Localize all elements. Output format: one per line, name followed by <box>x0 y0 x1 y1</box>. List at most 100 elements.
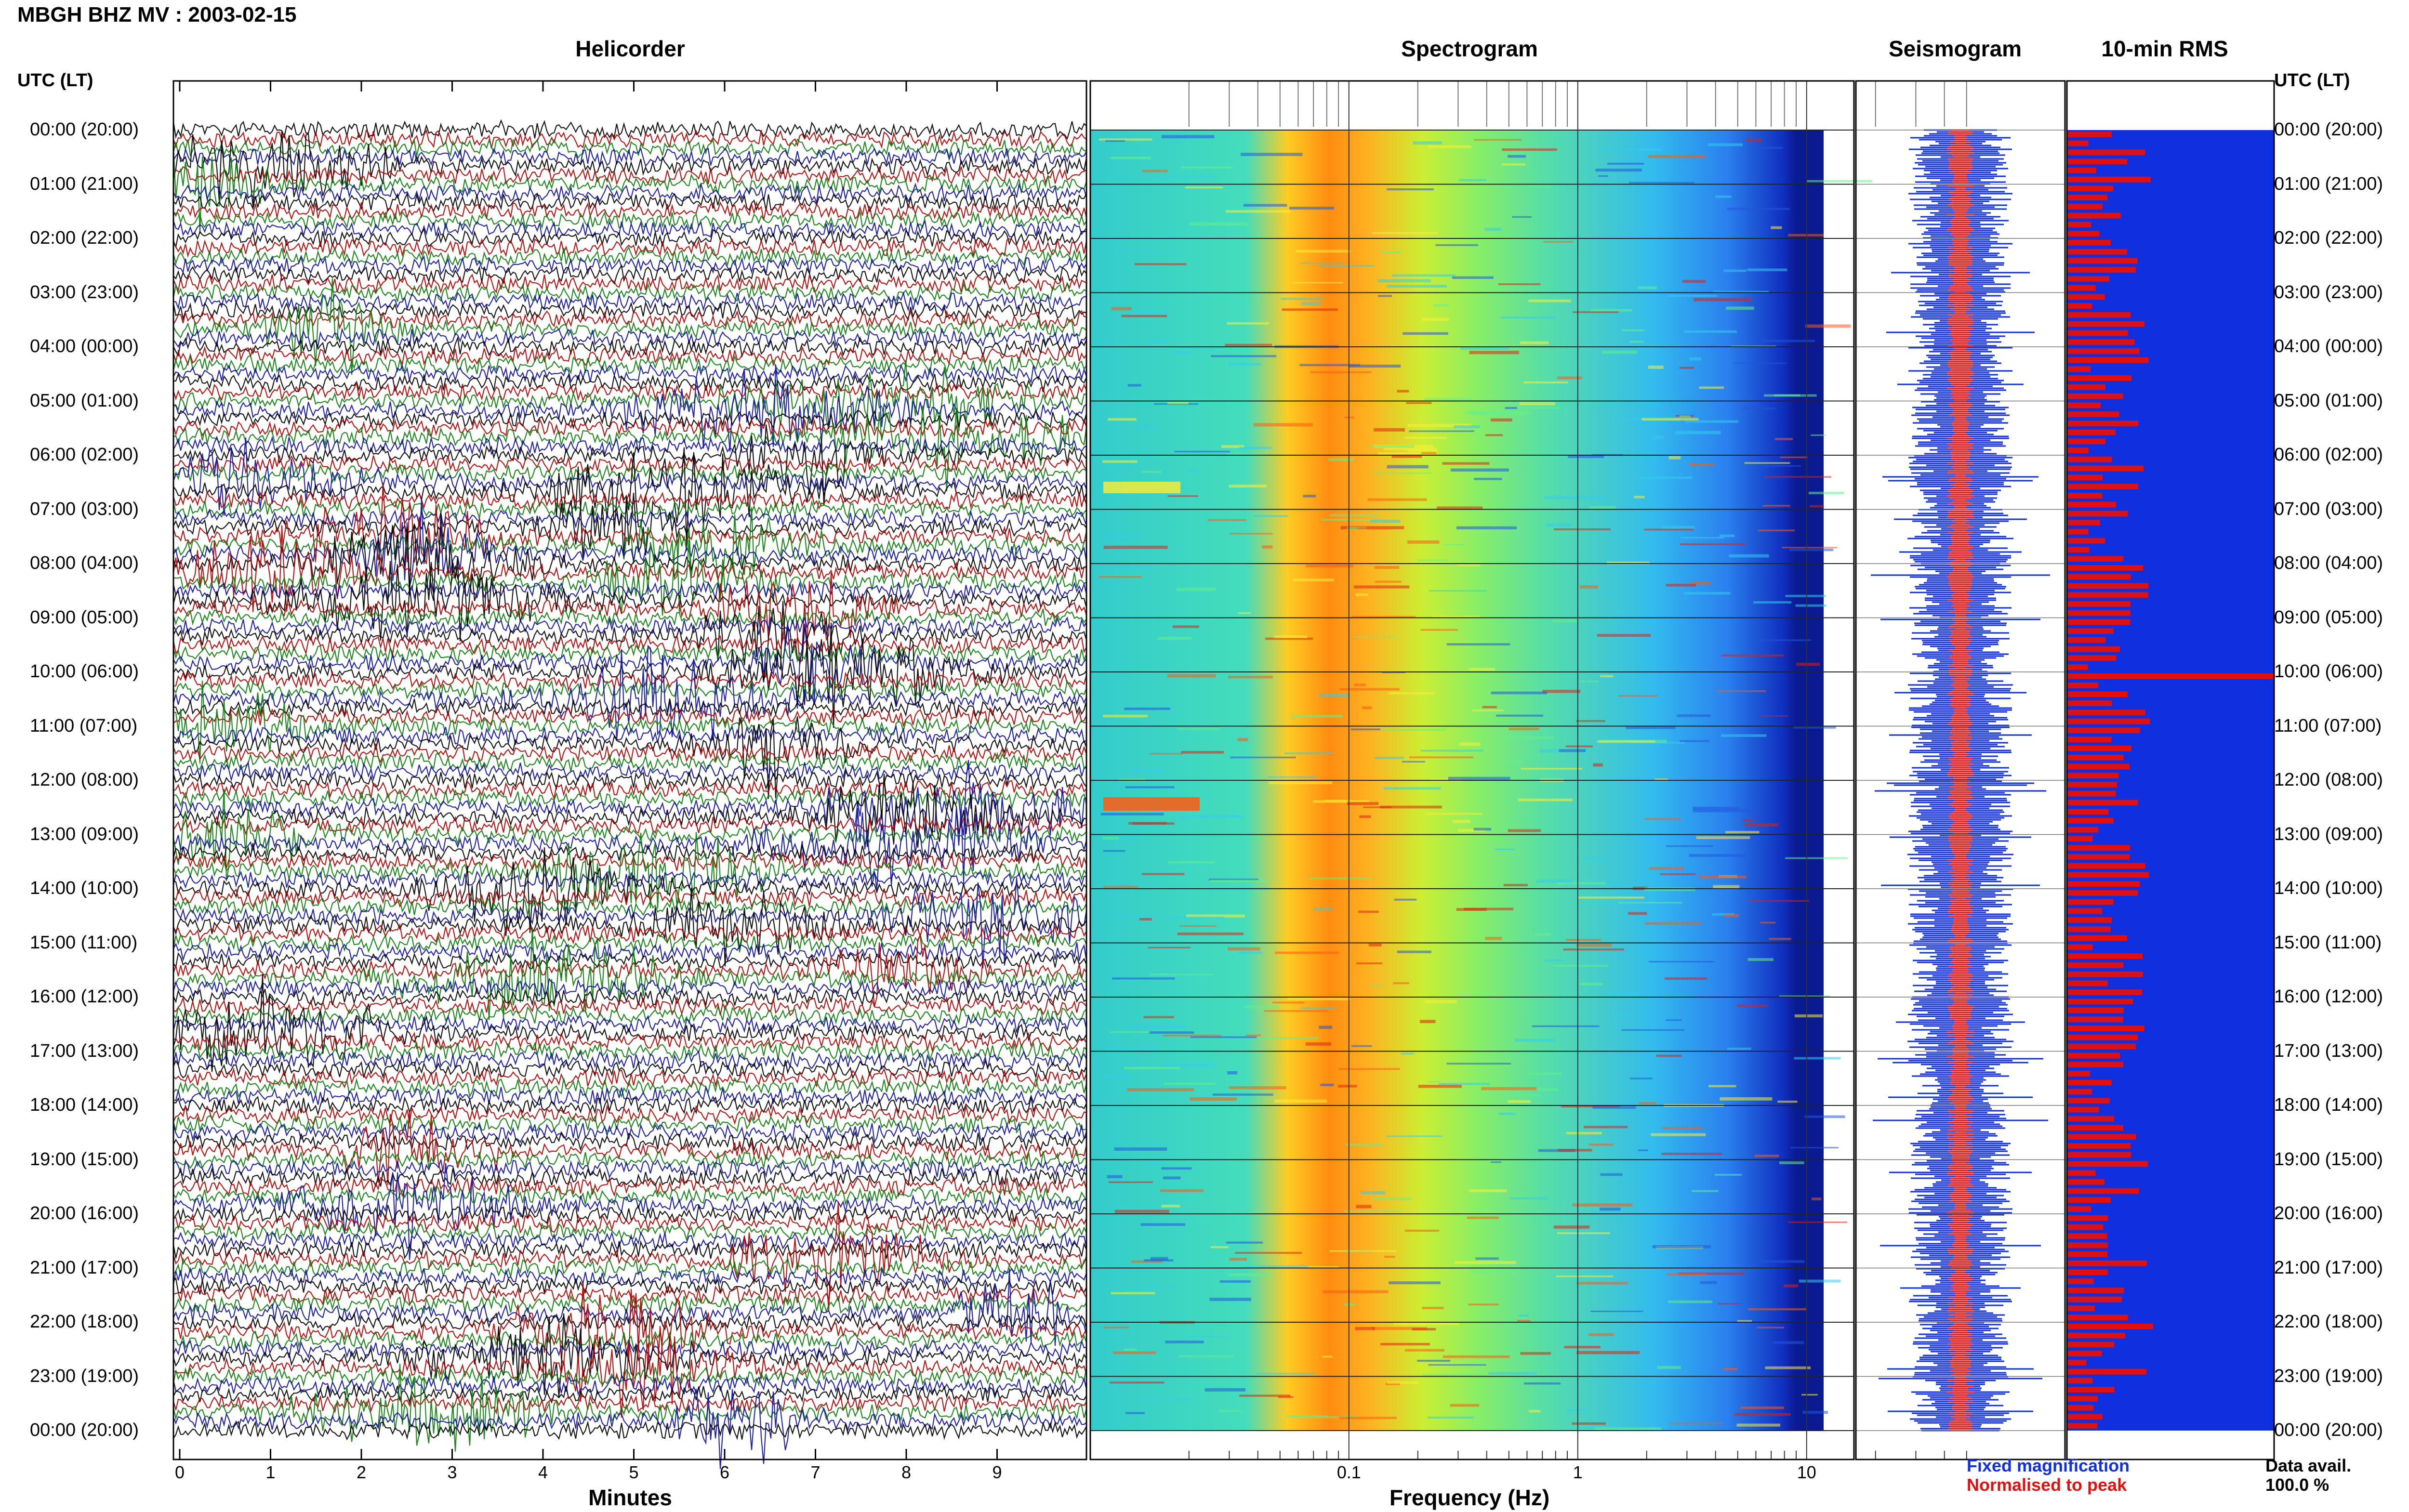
spectrogram-streak <box>1227 322 1270 325</box>
spectrogram-streak <box>1690 581 1710 585</box>
helicorder-trace <box>172 724 1087 746</box>
spectrogram-streak <box>1514 1039 1555 1042</box>
spectrogram-streak <box>1167 674 1216 678</box>
spectrogram-streak <box>1759 715 1788 717</box>
spectrogram-streak <box>1661 526 1695 529</box>
helicorder-trace <box>172 1111 1087 1185</box>
spectrogram-streak <box>1228 675 1273 679</box>
helicorder-tick-label: 2 <box>356 1462 367 1482</box>
hour-label-right: 16:00 (12:00) <box>2274 986 2383 1007</box>
spectrogram-streak <box>1446 643 1510 646</box>
spectrogram-streak <box>1760 921 1776 924</box>
rms-bar <box>2067 411 2119 417</box>
helicorder-trace <box>172 424 1087 506</box>
rms-bar <box>2067 881 2140 887</box>
rms-bar <box>2067 321 2144 327</box>
spectrogram-streak <box>1677 714 1711 717</box>
helicorder-trace <box>172 360 1087 434</box>
rms-bar <box>2067 1224 2104 1230</box>
spectrogram-streak <box>1180 815 1244 818</box>
spectrogram-streak <box>1498 1112 1516 1115</box>
spectrogram-streak <box>1355 593 1369 596</box>
spectrogram-streak <box>1218 1410 1242 1412</box>
hour-label-right: 09:00 (05:00) <box>2274 607 2383 628</box>
spectrogram-streak <box>1229 1086 1286 1090</box>
rms-bar <box>2067 1332 2126 1339</box>
spectrogram-streak <box>1745 823 1778 827</box>
spectrogram-streak <box>1559 749 1586 752</box>
rms-bar <box>2067 357 2149 363</box>
hour-label-right: 00:00 (20:00) <box>2274 119 2383 140</box>
spectrogram-streak <box>1473 139 1522 141</box>
rms-bar <box>2067 1107 2099 1113</box>
spectrogram-streak <box>1374 756 1404 759</box>
spectrogram-streak <box>1429 590 1487 592</box>
spectrogram-streak <box>1720 1097 1773 1101</box>
spectrogram-streak <box>1140 1223 1185 1226</box>
spectrogram-streak <box>1794 1014 1823 1018</box>
rms-bar <box>2067 1043 2136 1050</box>
helicorder-trace <box>172 1257 1087 1279</box>
hour-label-left: 11:00 (07:00) <box>30 715 138 736</box>
spectrogram-streak <box>1106 915 1155 917</box>
rms-bar <box>2067 1360 2087 1366</box>
spectrogram-streak <box>1655 778 1668 781</box>
spectrogram-streak <box>1107 1047 1159 1050</box>
spectrogram-streak <box>1509 727 1539 731</box>
rms-bar <box>2067 800 2138 806</box>
spectrogram-streak <box>1323 1290 1389 1293</box>
hour-label-right: 12:00 (08:00) <box>2274 770 2383 790</box>
spectrogram-streak <box>1804 1115 1845 1118</box>
spectrogram-streak <box>1620 1178 1630 1180</box>
spectrogram-streak <box>1521 768 1582 770</box>
spectrogram-streak <box>1308 878 1369 880</box>
rms-bar <box>2067 438 2105 445</box>
spectrogram-streak <box>1801 1394 1818 1396</box>
helicorder-trace <box>172 1131 1087 1152</box>
hour-label-right: 10:00 (06:00) <box>2274 661 2383 682</box>
spectrogram-streak <box>1662 1127 1703 1130</box>
spectrogram-streak <box>1191 1036 1257 1039</box>
rms-bar <box>2067 1387 2115 1393</box>
spectrogram-streak <box>1354 684 1366 686</box>
spectrogram-streak <box>1230 756 1296 759</box>
spectrogram-streak <box>1806 180 1872 183</box>
data-availability-label: Data avail. <box>2265 1456 2352 1475</box>
spectrogram-streak <box>1428 1081 1442 1083</box>
spectrogram-event <box>1103 482 1180 493</box>
rms-bar <box>2067 258 2138 264</box>
rms-bar <box>2067 276 2109 282</box>
helicorder-trace <box>172 437 1087 516</box>
spectrogram-streak <box>1377 279 1431 283</box>
spectrogram-streak <box>1517 1320 1531 1322</box>
spectrogram-streak <box>1743 408 1776 409</box>
spectrogram-streak <box>1689 463 1714 466</box>
spectrogram-streak <box>1184 1336 1231 1338</box>
spectrogram-streak <box>1518 798 1573 802</box>
spectrogram-streak <box>1437 506 1483 510</box>
spectrogram-streak <box>1225 343 1272 346</box>
spectrogram-streak <box>1293 578 1334 581</box>
spectrogram-streak <box>1551 619 1577 623</box>
spectrogram-streak <box>1383 787 1441 790</box>
helicorder-trace <box>172 572 1087 665</box>
hour-label-left: 22:00 (18:00) <box>30 1312 139 1332</box>
spectrogram-streak <box>1622 329 1644 331</box>
helicorder-trace <box>172 228 1087 249</box>
spectrogram-streak <box>1754 1154 1779 1157</box>
spectrogram-streak <box>1557 1232 1610 1235</box>
spectrogram-streak <box>1418 1085 1462 1088</box>
rms-bar <box>2067 1116 2114 1122</box>
rms-bar <box>2067 1125 2123 1131</box>
spectrogram-streak <box>1747 268 1787 272</box>
spectrogram-streak <box>1383 447 1437 450</box>
spectrogram-frame <box>1089 80 1855 1460</box>
rms-bar <box>2067 574 2131 580</box>
hour-label-left: 16:00 (12:00) <box>30 986 139 1007</box>
rms-bar <box>2067 366 2091 372</box>
spectrogram-streak <box>1689 854 1746 857</box>
spectrogram-streak <box>1209 1298 1251 1301</box>
spectrogram-streak <box>1227 1071 1238 1075</box>
helicorder-trace <box>172 1202 1087 1312</box>
spectrogram-streak <box>1666 845 1714 847</box>
